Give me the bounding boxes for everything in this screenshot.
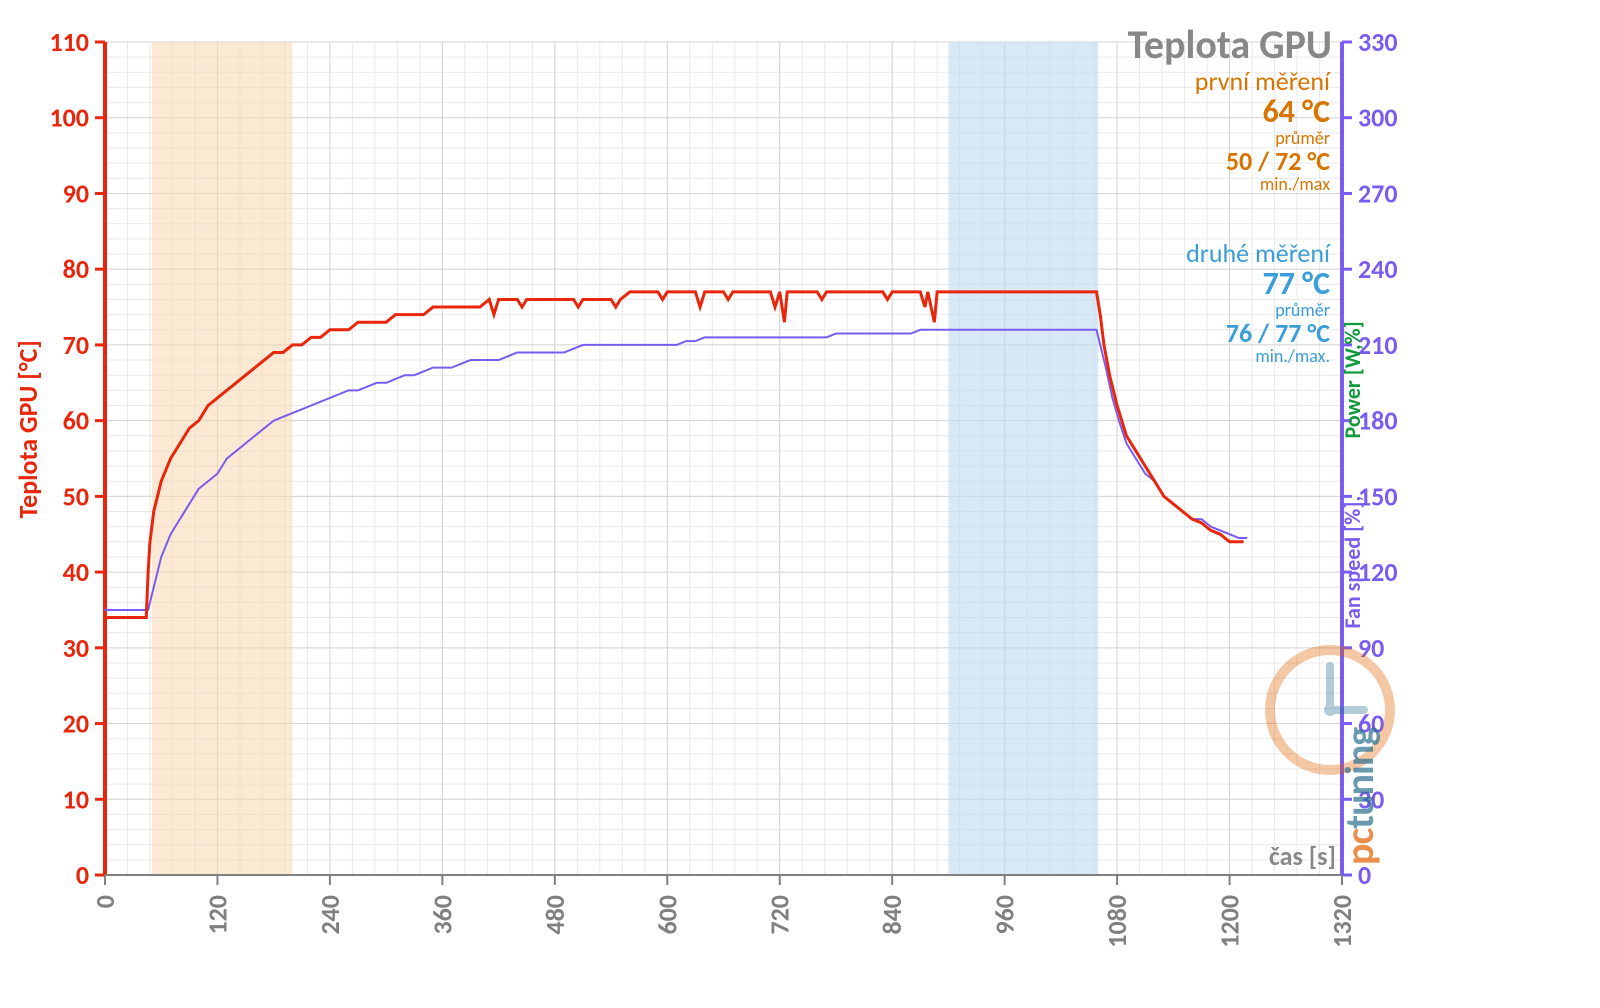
annotation-second-measurement: druhé měření 77 °C průměr 76 / 77 °C min… xyxy=(1186,240,1330,366)
x-tick-label: 1080 xyxy=(1101,895,1133,948)
y-left-tick-label: 10 xyxy=(63,783,89,815)
anno-first-head: první měření xyxy=(1195,68,1330,95)
chart-svg: 0 10 20 30 40 50 60 70 80 90 100 110 Teplota GPU [°C… xyxy=(0,0,1600,1008)
anno-first-range: 50 / 72 °C xyxy=(1195,148,1330,175)
x-tick-label: 480 xyxy=(539,895,571,935)
anno-first-range-label: min./max xyxy=(1195,175,1330,194)
y-left-tick-label: 50 xyxy=(63,480,89,512)
x-tick-label: 840 xyxy=(876,895,908,935)
y-left-tick-label: 80 xyxy=(63,253,89,285)
x-tick-label: 240 xyxy=(314,895,346,935)
y-right-outer-axis-label: Power [W,%] xyxy=(1339,321,1366,438)
y-left-tick-label: 20 xyxy=(63,708,89,740)
y-right-tick-label: 300 xyxy=(1358,102,1398,134)
chart-container: 0 10 20 30 40 50 60 70 80 90 100 110 Teplota GPU [°C… xyxy=(0,0,1600,1008)
y-right-tick-label: 90 xyxy=(1358,632,1384,664)
chart-title: Teplota GPU xyxy=(1128,20,1332,69)
y-left-tick-label: 110 xyxy=(49,26,89,58)
y-left-tick-label: 60 xyxy=(63,405,89,437)
y-left-axis-label: Teplota GPU [°C] xyxy=(12,340,44,518)
x-tick-label: 360 xyxy=(426,895,458,935)
y-right-tick-label: 270 xyxy=(1358,177,1398,209)
x-axis-label: čas [s] xyxy=(1269,840,1336,872)
anno-second-value: 77 °C xyxy=(1186,267,1330,301)
x-tick-label: 120 xyxy=(201,895,233,935)
annotation-first-measurement: první měření 64 °C průměr 50 / 72 °C min… xyxy=(1195,68,1330,194)
y-right-tick-label: 240 xyxy=(1358,253,1398,285)
highlight-band xyxy=(152,42,293,875)
y-right-inner-axis-label: Fan speed [%], xyxy=(1339,496,1366,629)
anno-second-head: druhé měření xyxy=(1186,240,1330,267)
y-left-tick-label: 40 xyxy=(63,556,89,588)
x-tick-label: 0 xyxy=(89,895,121,908)
x-tick-label: 600 xyxy=(651,895,683,935)
y-left-tick-label: 30 xyxy=(63,632,89,664)
anno-second-range-label: min./max. xyxy=(1186,347,1330,366)
y-right-tick-label: 330 xyxy=(1358,26,1398,58)
x-tick-label: 1320 xyxy=(1326,895,1358,948)
y-left-tick-label: 100 xyxy=(49,102,89,134)
anno-second-range: 76 / 77 °C xyxy=(1186,320,1330,347)
y-left-tick-label: 70 xyxy=(63,329,89,361)
anno-first-value: 64 °C xyxy=(1195,95,1330,129)
y-left-tick-label: 0 xyxy=(76,859,89,891)
y-right-tick-label: 0 xyxy=(1358,859,1371,891)
y-right-tick-label: 60 xyxy=(1358,708,1384,740)
y-left-tick-label: 90 xyxy=(63,177,89,209)
y-right-tick-label: 30 xyxy=(1358,783,1384,815)
x-tick-label: 1200 xyxy=(1214,895,1246,948)
x-tick-label: 960 xyxy=(989,895,1021,935)
x-tick-label: 720 xyxy=(764,895,796,935)
highlight-band xyxy=(948,42,1098,875)
